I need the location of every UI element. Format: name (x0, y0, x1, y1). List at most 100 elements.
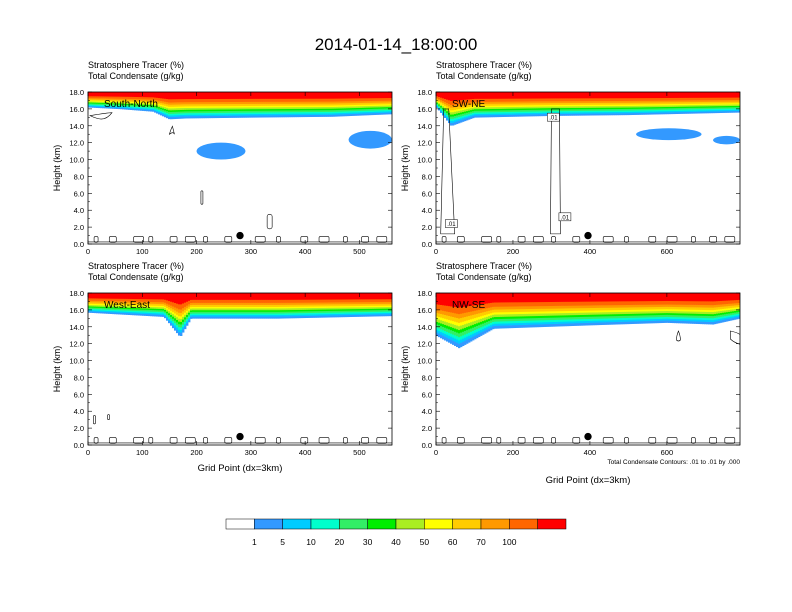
tracer-band (352, 102, 355, 106)
tracer-band (158, 102, 161, 105)
tracer-band (716, 92, 719, 98)
tracer-band (454, 117, 457, 121)
tracer-band (200, 107, 203, 110)
tracer-band (692, 111, 695, 114)
tracer-band (144, 107, 147, 109)
tracer-band (270, 101, 273, 104)
tracer-band (246, 308, 249, 311)
tracer-band (194, 302, 197, 305)
tracer-band (162, 299, 165, 303)
tracer-band (680, 92, 683, 98)
tracer-band (554, 102, 557, 106)
tracer-band (680, 97, 683, 101)
tracer-band (566, 109, 569, 112)
tracer-band (440, 92, 443, 98)
tracer-band (248, 115, 251, 118)
tracer-band (148, 108, 151, 110)
tracer-band (576, 109, 579, 111)
tracer-band (476, 110, 479, 113)
tracer-band (730, 108, 733, 110)
tracer-band (330, 108, 333, 111)
tracer-band (378, 112, 381, 115)
tracer-band (380, 92, 383, 99)
tracer-band (228, 101, 231, 105)
tracer-band (198, 92, 201, 100)
tracer-band (332, 309, 335, 311)
tracer-band (502, 111, 505, 114)
field-layer (88, 293, 392, 444)
tracer-band (250, 92, 253, 99)
tracer-band (172, 302, 175, 307)
tracer-band (708, 99, 711, 102)
tracer-band (190, 116, 193, 119)
tracer-band (488, 98, 491, 102)
tracer-band (188, 314, 191, 317)
tracer-band (208, 92, 211, 100)
tracer-band (106, 104, 109, 107)
tracer-band (256, 113, 259, 116)
tracer-band (350, 102, 353, 106)
tracer-band (358, 109, 361, 111)
tracer-band (274, 112, 277, 114)
tracer-band (154, 301, 157, 304)
tracer-band (170, 318, 173, 322)
tracer-band (288, 105, 291, 108)
tracer-band (682, 111, 685, 114)
tracer-band (296, 108, 299, 111)
tracer-band (132, 105, 135, 107)
tracer-band (436, 101, 439, 103)
tracer-band (148, 306, 151, 309)
tracer-band (602, 105, 605, 108)
tracer-band (560, 110, 563, 113)
tracer-band (440, 108, 443, 111)
tracer-band (352, 313, 355, 316)
tracer-band (732, 109, 735, 112)
tracer-band (270, 299, 273, 303)
tracer-band (94, 310, 97, 312)
tracer-band (134, 313, 137, 316)
tracer-band (650, 108, 653, 111)
tracer-band (268, 316, 271, 319)
tracer-band (178, 116, 181, 119)
tracer-band (578, 92, 581, 99)
tracer-band (290, 108, 293, 111)
tracer-band (100, 307, 103, 310)
tracer-band (564, 98, 567, 102)
tracer-band (262, 314, 265, 317)
tracer-band (192, 299, 195, 303)
tracer-band (710, 92, 713, 98)
tracer-band (708, 108, 711, 111)
tracer-band (564, 112, 567, 114)
tracer-band (464, 107, 467, 110)
tracer-band (502, 101, 505, 104)
tracer-band (642, 108, 645, 111)
tracer-band (702, 104, 705, 107)
tracer-band (570, 92, 573, 99)
tracer-band (290, 302, 293, 305)
tracer-band (338, 313, 341, 316)
tracer-band (132, 96, 135, 100)
tracer-band (496, 114, 499, 118)
tracer-band (124, 98, 127, 101)
tracer-band (240, 304, 243, 307)
tracer-band (132, 98, 135, 101)
tracer-band (178, 315, 181, 319)
tracer-band (250, 112, 253, 115)
tracer-band (378, 97, 381, 101)
tracer-band (160, 307, 163, 310)
tracer-band (366, 108, 369, 111)
tracer-band (442, 108, 445, 111)
tracer-band (180, 106, 183, 109)
tracer-band (726, 105, 729, 108)
tracer-band (560, 100, 563, 104)
tracer-band (266, 309, 269, 312)
tracer-band (568, 113, 571, 116)
tracer-band (482, 115, 485, 118)
tracer-band (180, 324, 183, 328)
tracer-band (138, 305, 141, 307)
tracer-band (102, 103, 105, 106)
tracer-band (692, 97, 695, 101)
tracer-band (134, 304, 137, 307)
tracer-band (122, 104, 125, 106)
tracer-band (344, 111, 347, 113)
